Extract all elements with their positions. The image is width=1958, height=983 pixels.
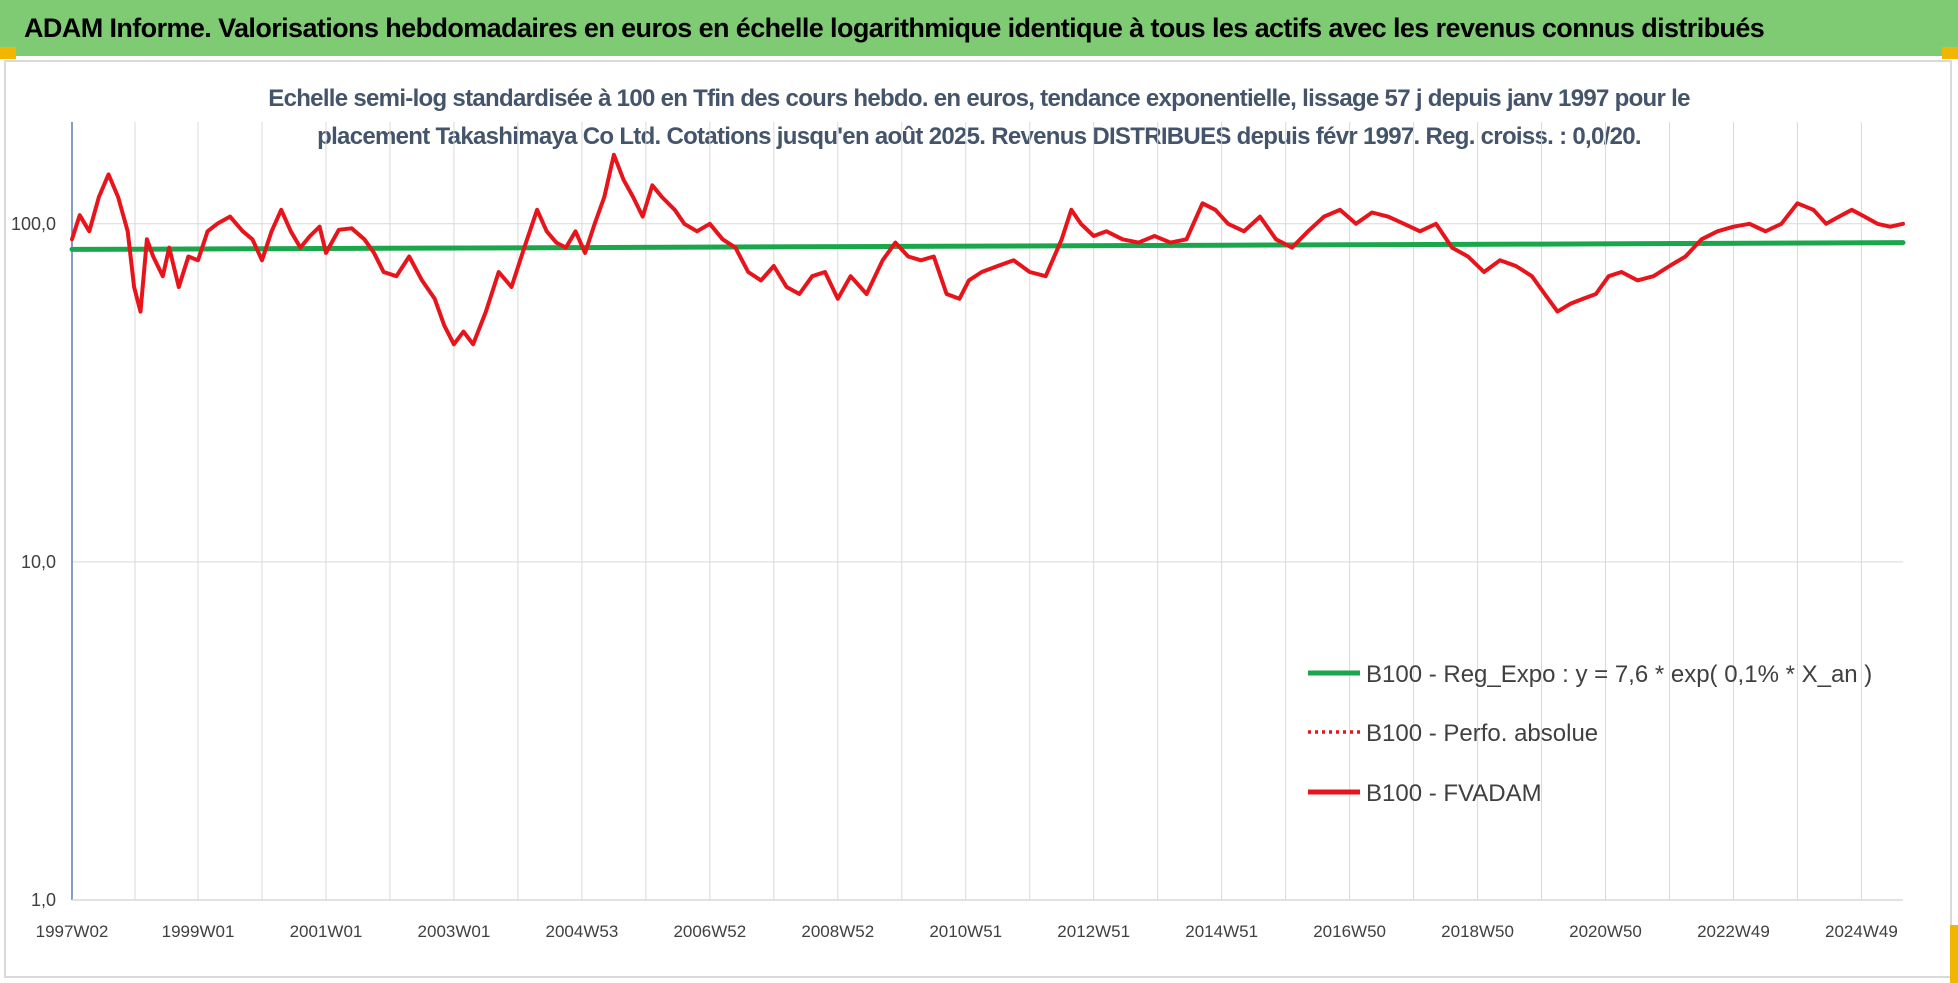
x-tick-label: 2010W51 [929,922,1002,941]
x-tick-label: 2003W01 [418,922,491,941]
y-tick-label: 1,0 [31,890,56,910]
x-tick-label: 2022W49 [1697,922,1770,941]
x-tick-label: 2012W51 [1057,922,1130,941]
report-title: ADAM Informe. Valorisations hebdomadaire… [24,12,1765,43]
legend-label-regression: B100 - Reg_Expo : y = 7,6 * exp( 0,1% * … [1366,661,1872,688]
chart-frame [4,60,1952,978]
legend-label-perfo: B100 - Perfo. absolue [1366,720,1598,747]
corner-marker-top-left [0,47,16,59]
chart-title: Echelle semi-log standardisée à 100 en T… [0,80,1958,156]
x-tick-label: 2004W53 [546,922,619,941]
x-tick-label: 2008W52 [801,922,874,941]
x-tick-label: 2014W51 [1185,922,1258,941]
chart-title-line-2: placement Takashimaya Co Ltd. Cotations … [317,123,1641,150]
legend-label-fvadam: B100 - FVADAM [1366,780,1542,807]
x-tick-label: 2024W49 [1825,922,1898,941]
x-tick-label: 1997W02 [36,922,109,941]
series-line-0 [69,240,1906,252]
x-tick-label: 1999W01 [162,922,235,941]
x-tick-label: 2006W52 [673,922,746,941]
axes: 1,0 10,0 100,0 1997W02 1999W01 2001W01 2003W01… [11,122,1903,941]
series-lines [69,152,1906,347]
x-tick-label: 2018W50 [1441,922,1514,941]
x-tick-label: 2020W50 [1569,922,1642,941]
chart-title-line-1: Echelle semi-log standardisée à 100 en T… [268,85,1690,112]
x-tick-label: 2001W01 [290,922,363,941]
report-banner: ADAM Informe. Valorisations hebdomadaire… [0,0,1958,56]
y-tick-label: 10,0 [21,552,56,572]
corner-marker-top-right [1942,47,1958,59]
y-tick-label: 100,0 [11,214,56,234]
grid-lines [72,122,1903,901]
legend: B100 - Reg_Expo : y = 7,6 * exp( 0,1% * … [1308,661,1872,807]
corner-marker-bottom-right [1950,925,1958,983]
x-tick-label: 2016W50 [1313,922,1386,941]
series-line-2 [70,152,1905,347]
